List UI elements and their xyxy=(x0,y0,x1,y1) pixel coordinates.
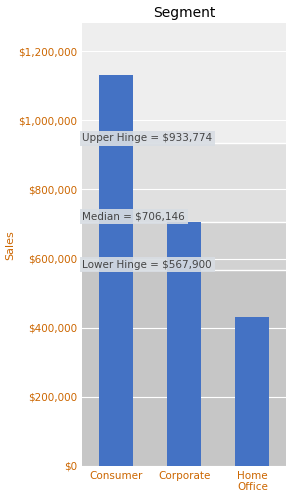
Bar xyxy=(82,23,286,143)
Bar xyxy=(235,317,270,466)
Bar xyxy=(82,222,286,269)
Text: Upper Hinge = $933,774: Upper Hinge = $933,774 xyxy=(82,133,213,143)
Bar xyxy=(99,75,133,466)
Bar xyxy=(82,269,286,466)
Text: Lower Hinge = $567,900: Lower Hinge = $567,900 xyxy=(82,259,212,269)
Bar xyxy=(167,222,201,466)
Y-axis label: Sales: Sales xyxy=(6,230,15,259)
Text: Median = $706,146: Median = $706,146 xyxy=(82,212,185,222)
Bar xyxy=(82,143,286,222)
Title: Segment: Segment xyxy=(153,5,215,19)
